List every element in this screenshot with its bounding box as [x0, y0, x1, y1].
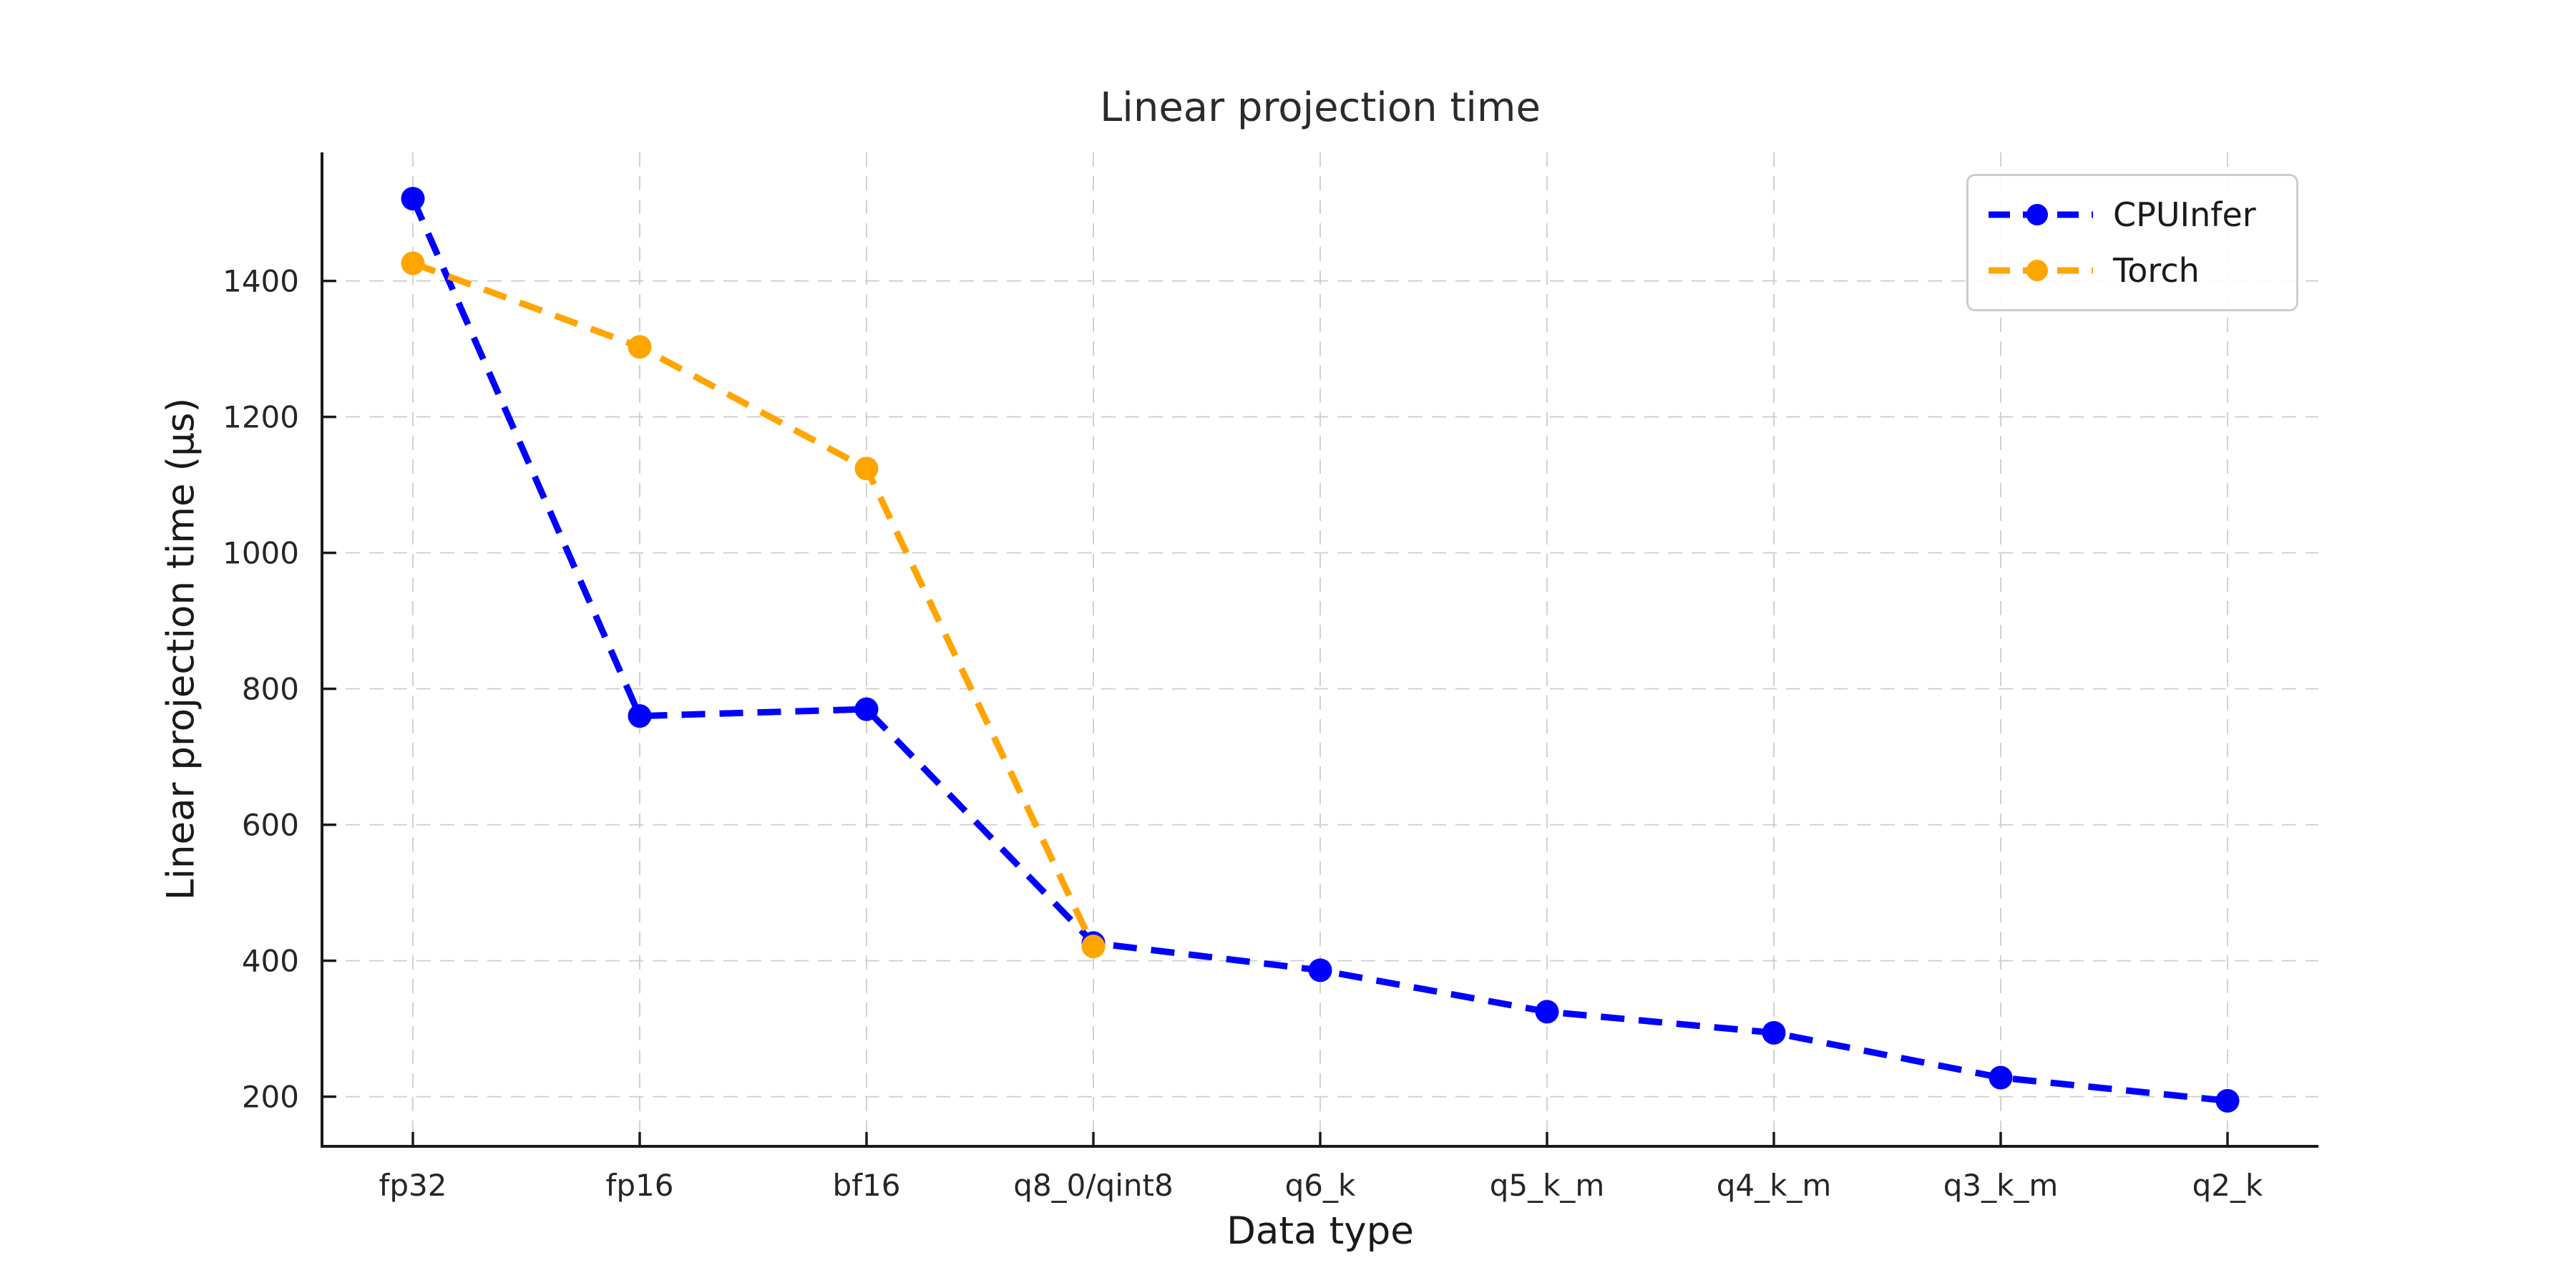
series-torch-marker: [628, 335, 652, 359]
x-tick-labels: fp32 fp16 bf16 q8_0/qint8 q6_k q5_k_m q4_k_m q3…: [379, 1168, 2263, 1203]
y-tick-label: 1000: [223, 535, 299, 570]
gridlines: [322, 152, 2318, 1146]
x-tick-label: q2_k: [2192, 1168, 2263, 1203]
y-tick-label: 1200: [223, 399, 299, 434]
legend-marker-sample: [2026, 204, 2048, 226]
chart-title: Linear projection time: [1100, 84, 1541, 131]
tick-marks: [322, 279, 2229, 1146]
series-torch: [401, 251, 1106, 959]
x-tick-label: q3_k_m: [1943, 1168, 2059, 1203]
legend-item-torch: Torch: [1987, 254, 2296, 287]
series-cpuinfer-marker: [628, 704, 652, 728]
series-cpuinfer-marker: [1762, 1020, 1786, 1045]
y-axis-label: Linear projection time (μs): [159, 397, 203, 901]
x-tick-label: q4_k_m: [1717, 1168, 1832, 1203]
legend-swatch-cpuinfer: [1989, 204, 2093, 226]
x-tick-label: q5_k_m: [1490, 1168, 1605, 1203]
x-axis-label: Data type: [1226, 1209, 1414, 1253]
y-tick-labels: 200 400 600 800 1000 1200 1400: [223, 263, 299, 1114]
series-cpuinfer-marker: [1535, 1000, 1559, 1024]
series-cpuinfer-marker: [1308, 958, 1332, 982]
y-tick-label: 600: [242, 807, 299, 842]
x-tick-label: fp16: [606, 1168, 674, 1203]
legend-swatch-torch: [1989, 259, 2093, 281]
legend-label-cpuinfer: CPUInfer: [2113, 195, 2256, 235]
x-tick-label: q6_k: [1285, 1168, 1356, 1203]
series-torch-marker: [1081, 935, 1106, 959]
series-torch-marker: [401, 251, 425, 275]
axis-spines: [321, 152, 2318, 1148]
x-tick-label: fp32: [379, 1168, 447, 1203]
x-tick-label: q8_0/qint8: [1013, 1168, 1173, 1203]
legend-item-cpuinfer: CPUInfer: [1987, 198, 2296, 231]
series-cpuinfer-marker: [2215, 1088, 2240, 1113]
legend-marker-sample: [2026, 259, 2048, 281]
series-torch-line: [411, 260, 1097, 948]
series-cpuinfer-marker: [401, 187, 425, 211]
y-tick-label: 800: [242, 671, 299, 706]
legend: CPUInfer Torch: [1966, 174, 2298, 311]
series-torch-marker: [854, 457, 879, 481]
legend-label-torch: Torch: [2113, 250, 2200, 290]
y-tick-label: 400: [242, 943, 299, 978]
x-tick-label: bf16: [833, 1168, 901, 1203]
series-cpuinfer-marker: [854, 697, 879, 721]
y-tick-label: 1400: [223, 263, 299, 298]
series-cpuinfer-marker: [1989, 1065, 2013, 1090]
y-tick-label: 200: [242, 1079, 299, 1114]
